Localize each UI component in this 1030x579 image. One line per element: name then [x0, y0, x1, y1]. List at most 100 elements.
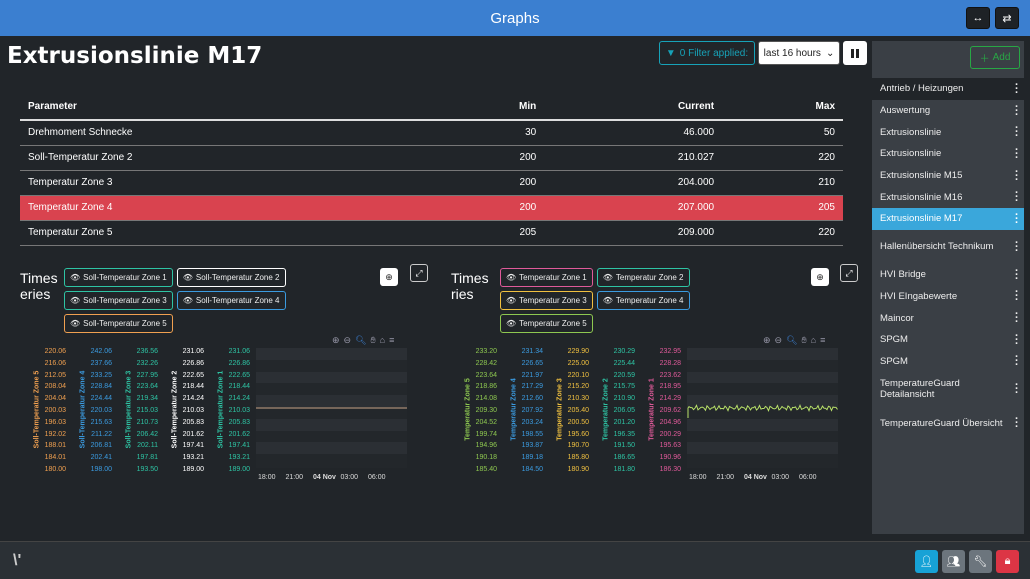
cell-min: 200 [430, 145, 545, 171]
zoom-in-icon[interactable]: ⊕ [763, 335, 771, 345]
swap-button[interactable]: ⇄ [995, 7, 1019, 29]
menu-icon[interactable]: ≡ [389, 335, 395, 345]
cell-current: 204.000 [544, 170, 723, 196]
zoom-in-icon[interactable]: ⊕ [332, 335, 340, 345]
sidebar-item[interactable]: Auswertung · · · [872, 100, 1024, 122]
chart2-zoom-button[interactable]: ⊕ [811, 268, 829, 286]
chart1-zoom-button[interactable]: ⊕ [380, 268, 398, 286]
menu-icon[interactable]: ≡ [820, 335, 826, 345]
y-tick-label: 214.24 [228, 395, 250, 403]
sidebar-item[interactable]: SPGM · · · [872, 351, 1024, 373]
cell-current: 207.000 [544, 195, 723, 221]
sidebar-item[interactable]: Maincor · · · [872, 307, 1024, 329]
chart2-plot-area[interactable] [687, 348, 838, 468]
selection-zoom-icon[interactable]: 🔍︎ [355, 335, 367, 345]
y-tick-label: 215.20 [567, 383, 589, 391]
main-content: Extrusionslinie M17 ▼ 0 Filter applied: … [0, 36, 870, 541]
sidebar-item[interactable]: Extrusionslinie M16 · · · [872, 186, 1024, 208]
kebab-menu-icon[interactable]: · · · [1015, 236, 1019, 257]
users-settings-button[interactable]: 👥︎ [942, 550, 965, 573]
chart2-expand-button[interactable]: ⤢ [840, 264, 858, 282]
selection-zoom-icon[interactable]: 🔍︎ [786, 335, 798, 345]
lock-button[interactable]: 🔒︎ [996, 550, 1019, 573]
add-button[interactable]: ＋ Add [970, 46, 1020, 69]
kebab-menu-icon[interactable]: · · · [1015, 78, 1019, 99]
time-range-select[interactable]: last 16 hours ⌄ [758, 41, 840, 65]
kebab-menu-icon[interactable]: · · · [1015, 286, 1019, 307]
eye-icon: 👁︎ [506, 296, 517, 305]
y-tick-label: 224.44 [90, 395, 112, 403]
plus-icon: ＋ [979, 54, 990, 65]
legend-chip[interactable]: 👁︎ Soll-Temperatur Zone 1 [64, 268, 173, 287]
pause-button[interactable] [843, 41, 867, 65]
y-tick-label: 202.11 [137, 442, 158, 450]
y-tick-label: 210.90 [613, 395, 635, 403]
y-tick-label: 225.00 [567, 359, 589, 367]
sidebar-item-label: Auswertung [880, 105, 931, 117]
kebab-menu-icon[interactable]: · · · [1015, 165, 1019, 186]
chart1-expand-button[interactable]: ⤢ [410, 264, 428, 282]
tools-button[interactable]: 🔧︎ [969, 550, 992, 573]
sidebar-item[interactable]: Extrusionslinie M17 · · · [872, 208, 1024, 230]
legend-chip[interactable]: 👁︎ Soll-Temperatur Zone 4 [176, 291, 286, 310]
sidebar-item[interactable]: HVI Bridge · · · [872, 264, 1024, 286]
y-tick-label: 197.41 [228, 442, 250, 450]
sidebar-item[interactable]: SPGM · · · [872, 329, 1024, 351]
sidebar-item[interactable]: Antrieb / Heizungen · · · [872, 78, 1024, 100]
kebab-menu-icon[interactable]: · · · [1015, 379, 1019, 400]
sidebar-item[interactable]: Extrusionslinie M15 · · · [872, 165, 1024, 187]
sidebar-item-label: Extrusionslinie M17 [880, 213, 963, 225]
kebab-menu-icon[interactable]: · · · [1015, 308, 1019, 329]
zoom-out-icon[interactable]: ⊖ [774, 335, 783, 345]
pan-icon[interactable]: ✋︎ [370, 335, 376, 345]
sidebar-item[interactable]: TemperatureGuard Übersicht · · · [872, 406, 1024, 440]
sidebar-item[interactable]: TemperatureGuard Detailansicht · · · [872, 372, 1024, 406]
kebab-menu-icon[interactable]: · · · [1015, 351, 1019, 372]
eye-icon: 👁︎ [70, 273, 81, 282]
y-tick-label: 214.08 [475, 395, 497, 403]
kebab-menu-icon[interactable]: · · · [1015, 208, 1019, 229]
legend-label: Temperatur Zone 5 [519, 319, 587, 328]
eye-icon: 👁︎ [602, 273, 613, 282]
home-icon[interactable]: ⌂ [810, 335, 817, 345]
kebab-menu-icon[interactable]: · · · [1015, 264, 1019, 285]
kebab-menu-icon[interactable]: · · · [1015, 329, 1019, 350]
kebab-menu-icon[interactable]: · · · [1015, 122, 1019, 143]
legend-label: Temperatur Zone 2 [615, 273, 684, 282]
y-tick-label: 218.86 [475, 383, 497, 391]
kebab-menu-icon[interactable]: · · · [1015, 143, 1019, 164]
pan-icon[interactable]: ✋︎ [801, 335, 807, 345]
legend-chip[interactable]: 👁︎ Soll-Temperatur Zone 3 [64, 291, 173, 310]
legend-chip[interactable]: 👁︎ Temperatur Zone 4 [596, 291, 690, 310]
table-row: Temperatur Zone 5 205 209.000 220 [20, 220, 843, 246]
legend-chip[interactable]: 👁︎ Soll-Temperatur Zone 5 [64, 314, 173, 333]
y-axis-label: Temperatur Zone 2 [602, 378, 610, 441]
sidebar-item[interactable]: Hallenübersicht Technikum · · · [872, 230, 1024, 264]
legend-chip[interactable]: 👁︎ Temperatur Zone 1 [500, 268, 593, 287]
y-tick-label: 190.96 [659, 454, 681, 462]
grid-band [256, 348, 407, 360]
home-icon[interactable]: ⌂ [379, 335, 386, 345]
sidebar-item[interactable]: Extrusionslinie · · · [872, 121, 1024, 143]
sidebar-item-label: TemperatureGuard Übersicht [880, 417, 1003, 429]
user-button[interactable]: 👤︎ [915, 550, 938, 573]
legend-chip[interactable]: 👁︎ Temperatur Zone 5 [500, 314, 593, 333]
chart1-plot-area[interactable] [256, 348, 407, 468]
legend-chip[interactable]: 👁︎ Temperatur Zone 2 [596, 268, 690, 287]
y-tick-label: 200.03 [44, 406, 66, 414]
kebab-menu-icon[interactable]: · · · [1015, 413, 1019, 434]
kebab-menu-icon[interactable]: · · · [1015, 100, 1019, 121]
legend-label: Temperatur Zone 1 [519, 273, 587, 282]
legend-chip[interactable]: 👁︎ Temperatur Zone 3 [500, 291, 593, 310]
legend-chip[interactable]: 👁︎ Soll-Temperatur Zone 2 [176, 268, 286, 287]
sidebar-item[interactable]: HVI EIngabewerte · · · [872, 286, 1024, 308]
zoom-out-icon[interactable]: ⊖ [343, 335, 352, 345]
sidebar-item[interactable]: Extrusionslinie · · · [872, 143, 1024, 165]
y-tick-label: 220.59 [613, 371, 635, 379]
kebab-menu-icon[interactable]: · · · [1015, 187, 1019, 208]
y-tick-label: 228.28 [659, 359, 681, 367]
filter-button[interactable]: ▼ 0 Filter applied: [659, 41, 755, 65]
resize-horizontal-button[interactable]: ↔ [966, 7, 990, 29]
y-tick-label: 206.81 [90, 442, 112, 450]
y-tick-label: 204.52 [475, 418, 497, 426]
